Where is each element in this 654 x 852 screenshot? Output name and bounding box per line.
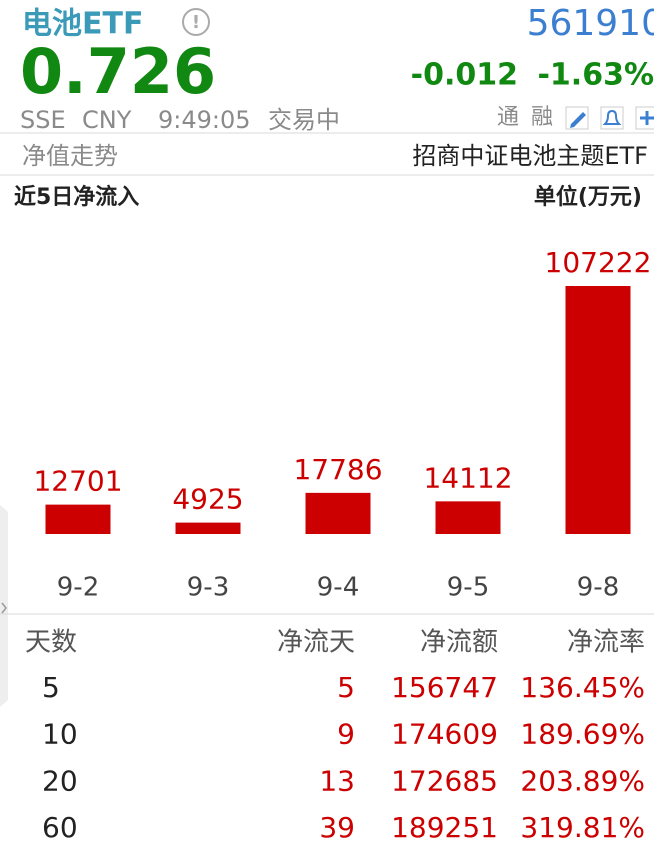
bar (305, 492, 371, 534)
table-cell: 10 (42, 718, 78, 751)
x-tick-label: 9-5 (447, 573, 489, 603)
price: 0.726 (20, 35, 216, 108)
value-label: 4925 (172, 483, 243, 516)
button[interactable]: 通 (497, 105, 519, 130)
button[interactable]: 融 (531, 105, 553, 130)
edit-icon[interactable] (565, 106, 589, 130)
table-cell: 172685 (391, 764, 498, 797)
change-pct: -1.63% (537, 58, 654, 93)
x-tick-label: 9-3 (187, 573, 229, 603)
table-cell: 60 (42, 811, 78, 844)
info-icon[interactable]: ! (182, 8, 210, 36)
table-cell: 9 (337, 718, 355, 751)
value-label: 12701 (33, 465, 122, 498)
chart-unit: 单位(万元) (534, 184, 642, 210)
bar (175, 522, 241, 534)
table-header: 净流额 (420, 628, 498, 658)
value-label: 107222 (545, 246, 652, 279)
time: 9:49:05 (158, 106, 251, 134)
table-cell: 156747 (391, 671, 498, 704)
table-cell: 5 (42, 671, 60, 704)
fund-name: 电池ETF (22, 7, 143, 42)
table-cell: 136.45% (520, 671, 645, 704)
fund-code: 561910 (527, 3, 654, 44)
svg-text:!: ! (192, 12, 200, 33)
table-cell: 319.81% (520, 811, 645, 844)
add-icon[interactable] (635, 106, 654, 130)
bell-icon[interactable] (600, 106, 624, 130)
table-header: 天数 (25, 628, 77, 658)
value-label: 17786 (293, 453, 382, 486)
table-cell: 189251 (391, 811, 498, 844)
table-cell: 13 (319, 764, 355, 797)
value-label: 14112 (423, 461, 512, 494)
table-header: 净流天 (277, 628, 355, 658)
table-cell: 39 (319, 811, 355, 844)
bar (565, 286, 631, 534)
chart-title: 近5日净流入 (14, 184, 139, 210)
table-cell: 5 (337, 671, 355, 704)
status: 交易中 (268, 106, 340, 134)
table-cell: 203.89% (520, 764, 645, 797)
tab[interactable]: 净值走势 (22, 142, 118, 170)
table-cell: 189.69% (520, 718, 645, 751)
x-tick-label: 9-4 (317, 573, 359, 603)
table-header: 净流率 (567, 628, 645, 658)
table-cell: 174609 (391, 718, 498, 751)
side-tab[interactable] (0, 505, 8, 707)
table-cell: 20 (42, 764, 78, 797)
bar (435, 501, 501, 534)
x-tick-label: 9-2 (57, 573, 99, 603)
market: SSE (20, 106, 66, 134)
x-tick-label: 9-8 (577, 573, 619, 603)
tab-title: 招商中证电池主题ETF (412, 142, 648, 170)
change: -0.012 (411, 58, 518, 93)
currency: CNY (82, 106, 132, 134)
bar (45, 504, 111, 534)
